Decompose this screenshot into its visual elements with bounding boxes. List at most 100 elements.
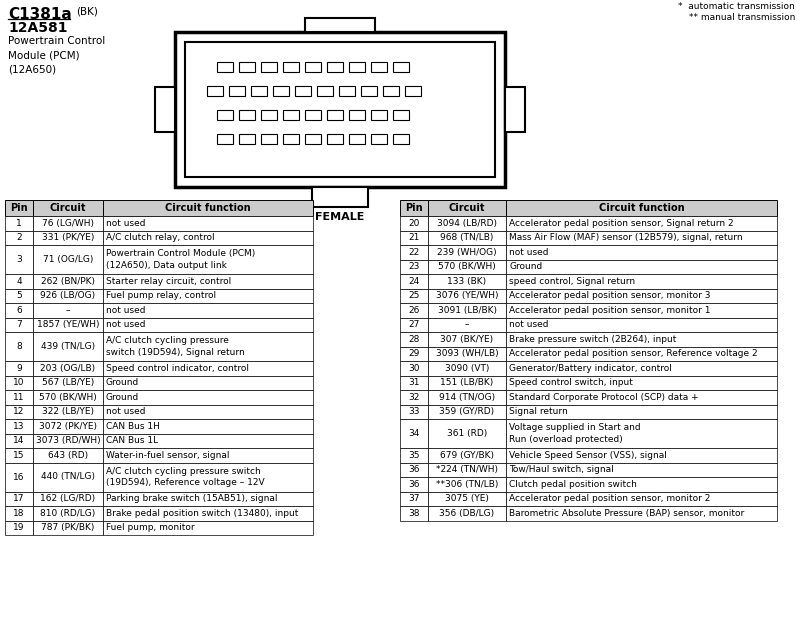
Bar: [103, 520, 313, 535]
Bar: [33, 390, 103, 404]
Text: 26: 26: [408, 306, 420, 315]
Bar: [349, 134, 365, 144]
Bar: [506, 303, 777, 317]
Text: *  automatic transmission: * automatic transmission: [678, 2, 795, 11]
Bar: [5, 332, 33, 361]
Text: –: –: [66, 306, 70, 315]
Text: **306 (TN/LB): **306 (TN/LB): [436, 480, 498, 489]
Bar: [295, 86, 311, 96]
Bar: [5, 303, 33, 317]
Text: 14: 14: [14, 436, 25, 445]
Bar: [400, 347, 428, 361]
Bar: [393, 134, 409, 144]
Text: Speed control indicator, control: Speed control indicator, control: [106, 364, 249, 372]
Text: 6: 6: [16, 306, 22, 315]
Bar: [229, 86, 245, 96]
Bar: [428, 506, 506, 520]
Text: Clutch pedal position switch: Clutch pedal position switch: [509, 480, 637, 489]
Text: 239 (WH/OG): 239 (WH/OG): [437, 248, 497, 256]
Bar: [5, 463, 33, 492]
Text: Ground: Ground: [509, 262, 542, 271]
Text: 25: 25: [408, 292, 420, 300]
Bar: [505, 87, 525, 132]
Bar: [33, 288, 103, 303]
Text: Starter relay circuit, control: Starter relay circuit, control: [106, 277, 231, 286]
Text: 968 (TN/LB): 968 (TN/LB): [440, 233, 494, 242]
Bar: [217, 110, 233, 120]
Text: *224 (TN/WH): *224 (TN/WH): [436, 465, 498, 474]
Bar: [103, 274, 313, 288]
Text: Voltage supplied in Start and
Run (overload protected): Voltage supplied in Start and Run (overl…: [509, 423, 641, 443]
Text: Ground: Ground: [106, 378, 139, 387]
Bar: [400, 303, 428, 317]
Text: 23: 23: [408, 262, 420, 271]
Bar: [33, 274, 103, 288]
Bar: [400, 506, 428, 520]
Bar: [428, 216, 506, 231]
Text: 133 (BK): 133 (BK): [447, 277, 486, 286]
Bar: [103, 245, 313, 274]
Bar: [400, 463, 428, 477]
Bar: [428, 390, 506, 404]
Text: Circuit function: Circuit function: [165, 203, 251, 213]
Text: Standard Corporate Protocol (SCP) data +: Standard Corporate Protocol (SCP) data +: [509, 393, 698, 402]
Bar: [506, 245, 777, 260]
Text: 3093 (WH/LB): 3093 (WH/LB): [436, 349, 498, 358]
Bar: [371, 134, 387, 144]
Text: not used: not used: [106, 408, 146, 416]
Text: Fuel pump, monitor: Fuel pump, monitor: [106, 524, 194, 532]
Bar: [217, 134, 233, 144]
Bar: [506, 404, 777, 419]
Text: Vehicle Speed Sensor (VSS), signal: Vehicle Speed Sensor (VSS), signal: [509, 451, 667, 460]
Text: 38: 38: [408, 508, 420, 518]
Bar: [103, 200, 313, 216]
Bar: [371, 110, 387, 120]
Text: 151 (LB/BK): 151 (LB/BK): [440, 378, 494, 387]
Text: FEMALE: FEMALE: [315, 212, 365, 222]
Bar: [33, 448, 103, 463]
Text: Signal return: Signal return: [509, 408, 568, 416]
Text: Accelerator pedal position sensor, monitor 2: Accelerator pedal position sensor, monit…: [509, 494, 710, 503]
Bar: [5, 245, 33, 274]
Bar: [103, 463, 313, 492]
Text: 914 (TN/OG): 914 (TN/OG): [439, 393, 495, 402]
Text: Accelerator pedal position sensor, monitor 1: Accelerator pedal position sensor, monit…: [509, 306, 710, 315]
Text: 570 (BK/WH): 570 (BK/WH): [39, 393, 97, 402]
Bar: [506, 332, 777, 347]
Text: Powertrain Control
Module (PCM)
(12A650): Powertrain Control Module (PCM) (12A650): [8, 36, 106, 74]
Bar: [33, 216, 103, 231]
Text: 203 (OG/LB): 203 (OG/LB): [41, 364, 95, 372]
Bar: [33, 245, 103, 274]
Bar: [400, 404, 428, 419]
Bar: [506, 390, 777, 404]
Bar: [428, 477, 506, 492]
Bar: [5, 390, 33, 404]
Text: not used: not used: [106, 306, 146, 315]
Bar: [283, 110, 299, 120]
Text: Circuit: Circuit: [449, 203, 486, 213]
Text: 16: 16: [14, 473, 25, 482]
Bar: [506, 448, 777, 463]
Text: 322 (LB/YE): 322 (LB/YE): [42, 408, 94, 416]
Bar: [103, 433, 313, 448]
Text: 3090 (VT): 3090 (VT): [445, 364, 489, 372]
Bar: [5, 506, 33, 520]
Text: 5: 5: [16, 292, 22, 300]
Bar: [33, 463, 103, 492]
Bar: [103, 404, 313, 419]
Bar: [5, 520, 33, 535]
Text: –: –: [465, 320, 470, 329]
Text: 2: 2: [16, 233, 22, 242]
Bar: [273, 86, 289, 96]
Bar: [305, 134, 321, 144]
Bar: [428, 404, 506, 419]
Bar: [400, 274, 428, 288]
Text: C1381a: C1381a: [8, 7, 72, 22]
Bar: [400, 260, 428, 274]
Bar: [33, 404, 103, 419]
Text: 3075 (YE): 3075 (YE): [445, 494, 489, 503]
Bar: [5, 448, 33, 463]
Text: not used: not used: [106, 320, 146, 329]
Bar: [400, 477, 428, 492]
Bar: [400, 492, 428, 506]
